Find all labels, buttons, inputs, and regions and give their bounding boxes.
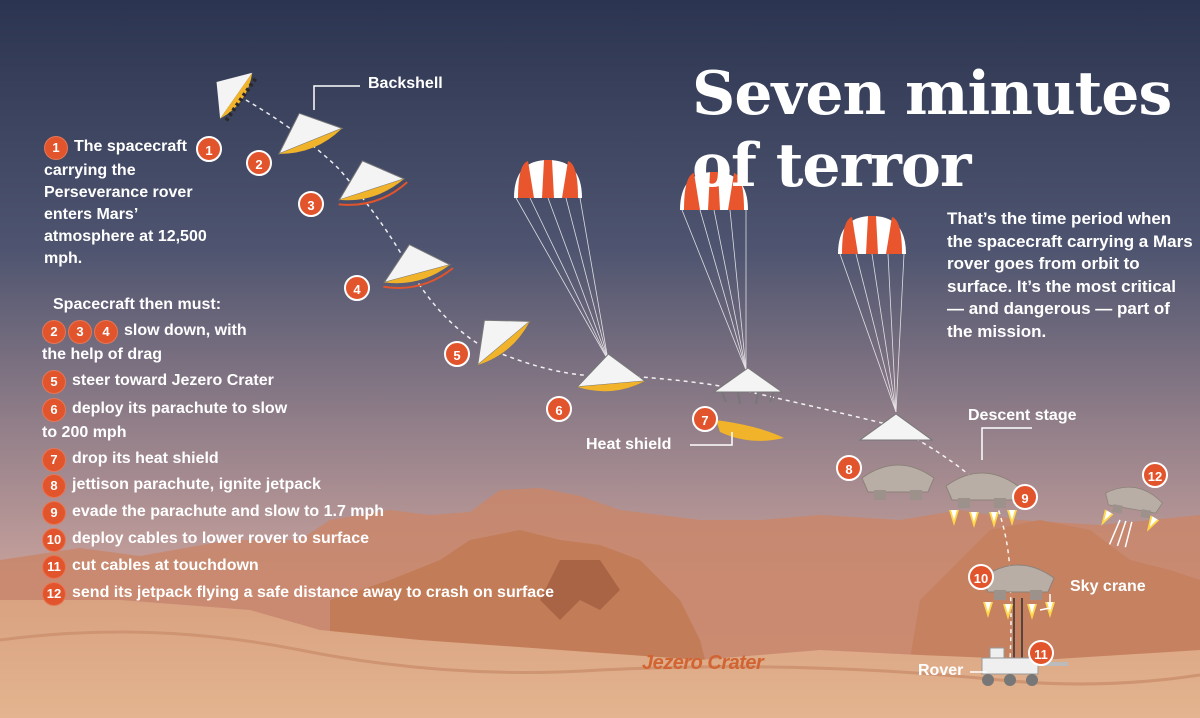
step-text: send its jetpack flying a safe distance … <box>72 584 554 601</box>
step-number-badge: 11 <box>42 555 66 579</box>
capsule-stage-4 <box>375 235 454 290</box>
step-number-badge: 7 <box>42 448 66 472</box>
step-text: steer toward Jezero Crater <box>72 372 274 389</box>
sky-crane-label: Sky crane <box>1070 578 1146 595</box>
foreground-ground <box>0 600 1200 718</box>
path-number: 5 <box>444 341 470 367</box>
step-text-continued: to 200 mph <box>42 424 127 441</box>
jezero-crater-label: Jezero Crater <box>642 652 764 674</box>
step-number-badge: 2 <box>42 320 66 344</box>
subtitle: That’s the time period when the spacecra… <box>947 209 1193 341</box>
step-text: slow down, with <box>124 322 247 339</box>
step-number-badge: 6 <box>42 398 66 422</box>
capsule-entry <box>216 72 258 122</box>
path-number: 2 <box>246 150 272 176</box>
descent-stage-callout-line <box>981 427 1032 460</box>
path-number: 1 <box>196 136 222 162</box>
parachute-stage-8 <box>838 216 906 413</box>
backshell-stage-7 <box>712 367 784 405</box>
path-number: 10 <box>968 564 994 590</box>
heat-shield-label: Heat shield <box>586 436 672 453</box>
intro-block: 1 The spacecraft carrying the Perseveranc… <box>44 136 224 270</box>
step-item: 10 deploy cables to lower rover to surfac… <box>42 528 369 552</box>
step-number-badge: 12 <box>42 582 66 606</box>
step-number-badge: 5 <box>42 370 66 394</box>
step-number-badge: 4 <box>94 320 118 344</box>
step-number-badge: 9 <box>42 501 66 525</box>
step-number-badge: 10 <box>42 528 66 552</box>
path-number: 9 <box>1012 484 1038 510</box>
path-number: 12 <box>1142 462 1168 488</box>
heat-shield-callout-line <box>690 432 733 446</box>
step-item: 9 evade the parachute and slow to 1.7 mph <box>42 501 384 525</box>
page-title: Seven minutes of terror <box>692 59 1172 201</box>
step-item: 5 steer toward Jezero Crater <box>42 370 274 394</box>
step-item: 6 deploy its parachute to slow to 200 mph <box>42 398 287 444</box>
step-number-badge: 3 <box>68 320 92 344</box>
intro-text: The spacecraft carrying the Perseverance… <box>44 138 207 267</box>
step-text: deploy cables to lower rover to surface <box>72 530 369 547</box>
rover-label: Rover <box>918 662 964 679</box>
parachute-stage-7 <box>680 172 748 371</box>
path-number: 8 <box>836 455 862 481</box>
trajectory-path <box>231 91 1012 661</box>
step-text-continued: the help of drag <box>42 346 162 363</box>
backshell-label: Backshell <box>368 75 443 92</box>
sky-crane-10 <box>981 564 1055 658</box>
step-text: jettison parachute, ignite jetpack <box>72 476 321 493</box>
step-item: 8 jettison parachute, ignite jetpack <box>42 474 321 498</box>
step-item: 11 cut cables at touchdown <box>42 555 259 579</box>
path-number: 6 <box>546 396 572 422</box>
step-item: 7 drop its heat shield <box>42 448 219 472</box>
step-text: evade the parachute and slow to 1.7 mph <box>72 503 385 520</box>
step-text: cut cables at touchdown <box>72 557 259 574</box>
sky-crane-callout-line <box>1039 594 1051 611</box>
path-number: 7 <box>692 406 718 432</box>
mesa-shadow <box>540 560 620 620</box>
path-number: 4 <box>344 275 370 301</box>
backshell-stage-8 <box>858 413 934 441</box>
heat-shield-falling <box>716 420 784 441</box>
capsule-stage-3 <box>329 149 408 208</box>
step-text: drop its heat shield <box>72 450 219 467</box>
rover-11 <box>981 647 1068 686</box>
jetpack-flyaway-12 <box>1096 482 1165 548</box>
parachute-stage-6 <box>514 160 609 361</box>
path-number: 3 <box>298 191 324 217</box>
step-item: 12 send its jetpack flying a safe distanc… <box>42 582 554 606</box>
step-text: deploy its parachute to slow <box>72 400 288 417</box>
step-number-badge: 1 <box>44 136 68 160</box>
backshell-callout-line <box>313 85 360 110</box>
descent-stage-label: Descent stage <box>968 407 1077 424</box>
step-number-badge: 8 <box>42 474 66 498</box>
step-item: 2 3 4 slow down, with the help of drag <box>42 320 247 366</box>
path-number: 11 <box>1028 640 1054 666</box>
then-label: Spacecraft then must: <box>53 296 222 313</box>
